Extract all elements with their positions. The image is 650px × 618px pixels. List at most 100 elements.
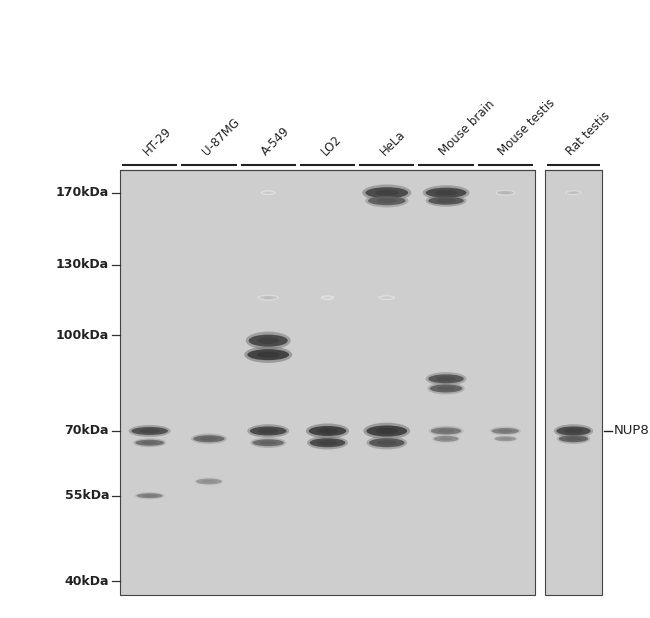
Ellipse shape	[321, 295, 334, 300]
Ellipse shape	[496, 190, 515, 196]
Ellipse shape	[362, 184, 411, 201]
Ellipse shape	[131, 427, 168, 435]
Ellipse shape	[557, 433, 590, 444]
Ellipse shape	[317, 428, 338, 434]
Ellipse shape	[497, 191, 514, 195]
Ellipse shape	[566, 190, 582, 195]
Ellipse shape	[569, 192, 577, 193]
Ellipse shape	[257, 352, 280, 358]
Ellipse shape	[431, 428, 462, 434]
Ellipse shape	[376, 198, 397, 203]
Ellipse shape	[367, 425, 407, 436]
Ellipse shape	[196, 478, 222, 485]
Ellipse shape	[434, 436, 459, 442]
Ellipse shape	[495, 436, 516, 441]
Ellipse shape	[250, 426, 287, 436]
Ellipse shape	[262, 191, 275, 194]
Ellipse shape	[375, 190, 398, 196]
Ellipse shape	[428, 383, 465, 394]
Ellipse shape	[556, 426, 591, 436]
Ellipse shape	[380, 296, 394, 299]
Ellipse shape	[363, 423, 410, 439]
Ellipse shape	[322, 296, 333, 299]
Ellipse shape	[554, 424, 593, 438]
Ellipse shape	[135, 492, 164, 499]
Ellipse shape	[564, 428, 583, 433]
Ellipse shape	[436, 376, 456, 381]
Ellipse shape	[367, 436, 407, 449]
Ellipse shape	[246, 332, 291, 350]
Bar	[120, 170, 535, 595]
Ellipse shape	[257, 295, 279, 301]
Ellipse shape	[202, 480, 216, 483]
Ellipse shape	[244, 347, 292, 363]
Ellipse shape	[318, 440, 337, 445]
Ellipse shape	[499, 438, 512, 440]
Ellipse shape	[428, 375, 464, 383]
Ellipse shape	[489, 426, 521, 436]
Ellipse shape	[193, 435, 225, 442]
Text: 170kDa: 170kDa	[56, 186, 109, 199]
Ellipse shape	[426, 195, 467, 207]
Text: HeLa: HeLa	[378, 128, 408, 158]
Ellipse shape	[248, 349, 289, 360]
Ellipse shape	[368, 197, 406, 205]
Ellipse shape	[133, 438, 166, 447]
Ellipse shape	[136, 493, 162, 498]
Bar	[545, 170, 602, 595]
Ellipse shape	[437, 386, 455, 391]
Ellipse shape	[378, 295, 395, 300]
Ellipse shape	[559, 435, 588, 442]
Ellipse shape	[567, 191, 580, 194]
Ellipse shape	[307, 436, 348, 449]
Ellipse shape	[135, 440, 164, 446]
Text: Mouse testis: Mouse testis	[496, 96, 558, 158]
Ellipse shape	[194, 477, 224, 486]
Text: U-87MG: U-87MG	[200, 116, 242, 158]
Ellipse shape	[200, 437, 218, 441]
Text: HT-29: HT-29	[140, 125, 174, 158]
Ellipse shape	[129, 425, 171, 437]
Ellipse shape	[369, 438, 404, 447]
Ellipse shape	[428, 426, 463, 436]
Ellipse shape	[263, 297, 273, 298]
Ellipse shape	[426, 372, 467, 386]
Text: 70kDa: 70kDa	[64, 425, 109, 438]
Ellipse shape	[432, 434, 460, 443]
Ellipse shape	[191, 433, 227, 444]
Ellipse shape	[430, 384, 462, 392]
Ellipse shape	[259, 295, 278, 300]
Ellipse shape	[257, 337, 279, 344]
Text: A-549: A-549	[259, 124, 292, 158]
Ellipse shape	[258, 428, 278, 433]
Ellipse shape	[377, 440, 396, 445]
Text: 55kDa: 55kDa	[64, 489, 109, 502]
Ellipse shape	[493, 435, 518, 442]
Ellipse shape	[265, 192, 272, 193]
Ellipse shape	[428, 197, 464, 205]
Ellipse shape	[436, 198, 456, 203]
Ellipse shape	[247, 424, 289, 438]
Ellipse shape	[324, 297, 331, 298]
Ellipse shape	[249, 334, 288, 347]
Text: 40kDa: 40kDa	[64, 575, 109, 588]
Ellipse shape	[253, 439, 284, 446]
Ellipse shape	[261, 190, 276, 195]
Ellipse shape	[435, 190, 457, 195]
Text: NUP85: NUP85	[614, 425, 650, 438]
Ellipse shape	[439, 437, 453, 441]
Ellipse shape	[310, 438, 345, 447]
Ellipse shape	[422, 185, 469, 200]
Ellipse shape	[566, 437, 582, 441]
Ellipse shape	[250, 438, 286, 448]
Ellipse shape	[306, 423, 349, 438]
Ellipse shape	[426, 188, 467, 198]
Text: Mouse brain: Mouse brain	[437, 98, 497, 158]
Ellipse shape	[365, 194, 408, 208]
Ellipse shape	[383, 297, 391, 298]
Text: Rat testis: Rat testis	[564, 109, 613, 158]
Text: 100kDa: 100kDa	[56, 329, 109, 342]
Ellipse shape	[365, 187, 408, 198]
Ellipse shape	[142, 441, 157, 444]
Ellipse shape	[498, 430, 513, 433]
